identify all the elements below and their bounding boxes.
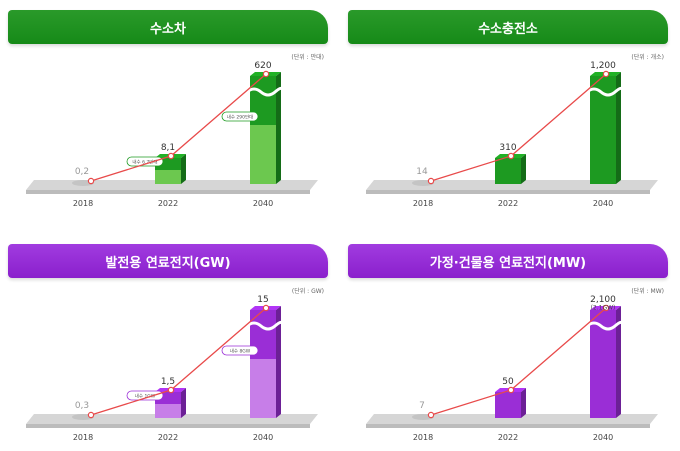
segment-note: 내수 290만대 (221, 111, 259, 122)
value-label-2022: 50 (502, 377, 514, 387)
trend-point-2022 (167, 386, 175, 394)
chart-svg: 내수 6.7만대 내수 290만대 0,2 8,1 620 2018 2022 2040 (26, 61, 318, 208)
bar-side-2022 (181, 154, 186, 184)
value-label-2022: 310 (499, 143, 516, 153)
x-tick-2018: 2018 (413, 199, 433, 208)
unit-label: (단위 : 개소) (631, 54, 664, 61)
bar-side-2040 (276, 306, 281, 418)
chart-svg: 14 310 1,200 2018 2022 2040 (366, 61, 658, 208)
x-tick-2018: 2018 (413, 433, 433, 442)
bar-side-2040 (616, 72, 621, 184)
floor-edge (26, 424, 310, 428)
value-label-2022: 1,5 (161, 377, 175, 387)
bar-segment-2022 (495, 404, 521, 418)
x-tick-2022: 2022 (158, 433, 178, 442)
bar-segment-2040 (250, 359, 276, 418)
chart-title: 발전용 연료전지(GW) (8, 244, 328, 278)
floor-platform (366, 414, 658, 424)
segment-note-text: 내수 290만대 (227, 114, 254, 121)
segment-note-pill (221, 111, 259, 122)
value-sublabel: (2.1GW) (591, 305, 616, 312)
floor-platform (26, 414, 318, 424)
unit-label: (단위 : 만대) (291, 54, 324, 61)
bar-segment-2040 (590, 359, 616, 418)
value-label-2018: 0,3 (75, 401, 89, 411)
chart-title: 수소차 (8, 10, 328, 44)
trend-point-2040 (602, 304, 610, 312)
trend-point-2018 (427, 411, 435, 419)
trend-point-2022 (507, 386, 515, 394)
bar-side-2040 (276, 72, 281, 184)
value-label-2022: 8,1 (161, 143, 175, 153)
bar-segment-2040 (250, 125, 276, 184)
x-tick-2018: 2018 (73, 433, 93, 442)
x-tick-2040: 2040 (593, 199, 613, 208)
segment-note: 내수 1GW (126, 390, 164, 401)
value-label-2040: 620 (254, 61, 271, 71)
bar-side-2040 (616, 306, 621, 418)
value-label-2018: 0,2 (75, 167, 89, 177)
bar-2040 (590, 310, 616, 359)
value-label-2018: 7 (419, 401, 425, 411)
value-label-2018: 14 (416, 167, 428, 177)
value-label-2040: 15 (257, 295, 268, 305)
floor-platform (26, 180, 318, 190)
floor-edge (366, 190, 650, 194)
trend-point-2022 (167, 152, 175, 160)
bar-segment-2022 (155, 404, 181, 418)
x-tick-2022: 2022 (498, 433, 518, 442)
chart-svg: 내수 1GW 내수 8GW 0,3 1,5 15 2018 2022 2040 (26, 295, 318, 442)
bar-segment-2040 (590, 125, 616, 184)
chart-panel-hydrogen-stations: 수소충전소 (단위 : 개소) 14 310 1,200 2018 2022 2040 (348, 6, 668, 211)
chart-panel-power-fuel-cells: 발전용 연료전지(GW) (단위 : GW) 내수 1GW 내수 8GW 0,3 1,… (8, 240, 328, 445)
trend-point-2040 (262, 304, 270, 312)
floor-platform (366, 180, 658, 190)
x-tick-2040: 2040 (253, 199, 273, 208)
segment-note-pill (126, 390, 164, 401)
bar-2040 (590, 76, 616, 125)
chart-title: 가정·건물용 연료전지(MW) (348, 244, 668, 278)
trend-point-2018 (87, 177, 95, 185)
x-tick-2040: 2040 (253, 433, 273, 442)
floor-edge (366, 424, 650, 428)
trend-point-2040 (262, 70, 270, 78)
bar-2022 (495, 158, 521, 170)
trend-point-2040 (602, 70, 610, 78)
unit-label: (단위 : MW) (631, 288, 664, 295)
segment-note-text: 내수 8GW (230, 348, 251, 355)
segment-note-text: 내수 6.7만대 (132, 159, 157, 166)
bar-segment-2022 (495, 170, 521, 184)
floor-edge (26, 190, 310, 194)
axis-break-mark (246, 320, 283, 331)
segment-note-pill (126, 156, 164, 167)
bar-segment-2022 (155, 170, 181, 184)
value-label-2040: 1,200 (590, 61, 616, 71)
value-label-2040: 2,100 (590, 295, 616, 305)
bar-side-2022 (521, 388, 526, 418)
x-tick-2040: 2040 (593, 433, 613, 442)
chart-panel-hydrogen-cars: 수소차 (단위 : 만대) 내수 6.7만대 내수 290만대 0,2 8,1 620 2… (8, 6, 328, 211)
segment-note: 내수 8GW (221, 345, 259, 356)
bar-2022 (495, 392, 521, 404)
axis-break-mark (586, 86, 623, 97)
axis-break-mark (586, 320, 623, 331)
trend-point-2018 (87, 411, 95, 419)
unit-label: (단위 : GW) (291, 288, 324, 295)
trend-point-2018 (427, 177, 435, 185)
bar-side-2022 (181, 388, 186, 418)
bar-side-2022 (521, 154, 526, 184)
x-tick-2022: 2022 (158, 199, 178, 208)
segment-note-pill (221, 345, 259, 356)
trend-point-2022 (507, 152, 515, 160)
chart-title: 수소충전소 (348, 10, 668, 44)
chart-svg: 7 50 2,100(2.1GW) 2018 2022 2040 (366, 295, 658, 442)
x-tick-2022: 2022 (498, 199, 518, 208)
chart-panel-building-fuel-cells: 가정·건물용 연료전지(MW) (단위 : MW) 7 50 2,100 (2.1GW… (348, 240, 668, 445)
segment-note-text: 내수 1GW (135, 393, 156, 400)
x-tick-2018: 2018 (73, 199, 93, 208)
segment-note: 내수 6.7만대 (126, 156, 164, 167)
axis-break-mark (246, 86, 283, 97)
